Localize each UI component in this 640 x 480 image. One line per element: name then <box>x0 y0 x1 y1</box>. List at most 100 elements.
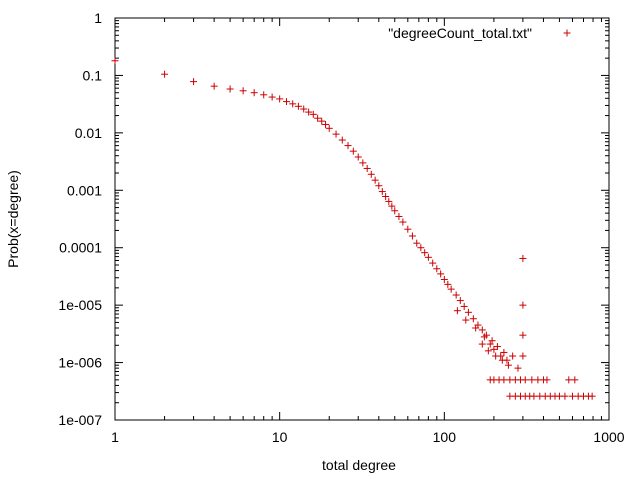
data-point <box>478 340 486 348</box>
data-point <box>404 225 412 233</box>
legend-plus-marker <box>563 29 571 37</box>
data-point <box>363 164 371 172</box>
data-point <box>391 207 399 215</box>
data-point <box>509 352 517 360</box>
y-tick-label: 0.001 <box>67 182 102 198</box>
data-point <box>413 239 421 247</box>
data-point <box>318 117 326 125</box>
data-point <box>382 192 390 200</box>
data-point <box>500 348 508 356</box>
x-tick-label: 1000 <box>593 429 624 445</box>
data-point <box>519 254 527 262</box>
x-tick-label: 100 <box>433 429 457 445</box>
data-point <box>314 114 322 122</box>
data-point <box>519 301 527 309</box>
data-point <box>424 253 432 261</box>
data-point <box>500 376 508 384</box>
data-point <box>478 326 486 334</box>
data-point <box>268 93 276 101</box>
data-point <box>250 89 258 97</box>
y-tick-label: 1 <box>94 10 102 26</box>
data-point <box>492 352 500 360</box>
data-point <box>260 91 268 99</box>
data-point <box>421 249 429 257</box>
data-point <box>338 136 346 144</box>
y-axis: 1 0.1 0.01 0.001 0.0001 1e-005 1e-006 1e-007 <box>58 10 609 428</box>
data-point <box>375 182 383 190</box>
data-point <box>530 392 538 400</box>
data-point <box>444 280 452 288</box>
data-point <box>332 130 340 138</box>
data-point <box>325 124 333 132</box>
data-point <box>294 102 302 110</box>
data-point <box>469 315 477 323</box>
data-point <box>462 316 470 324</box>
data-point <box>359 159 367 167</box>
data-point <box>480 333 488 341</box>
data-point <box>447 285 455 293</box>
data-point <box>300 105 308 113</box>
data-point <box>349 147 357 155</box>
data-point <box>399 218 407 226</box>
data-point <box>395 212 403 220</box>
data-point <box>417 244 425 252</box>
data-point <box>472 324 480 332</box>
data-point <box>464 308 472 316</box>
data-point <box>354 153 362 161</box>
data-point <box>322 120 330 128</box>
x-axis-label: total degree <box>322 457 396 473</box>
data-point <box>504 361 512 369</box>
data-point <box>378 188 386 196</box>
x-tick-label: 1 <box>111 429 119 445</box>
plot-frame <box>114 17 610 421</box>
data-point <box>388 202 396 210</box>
data-point <box>282 98 290 106</box>
data-point <box>371 176 379 184</box>
data-point <box>490 345 498 353</box>
data-point <box>561 392 569 400</box>
data-point <box>367 170 375 178</box>
data-point <box>161 70 169 78</box>
legend-label: "degreeCount_total.txt" <box>388 25 532 41</box>
data-point <box>514 364 522 372</box>
data-point <box>190 78 198 86</box>
data-point <box>437 270 445 278</box>
x-axis: 1 10 100 1000 <box>111 18 625 445</box>
data-point <box>309 110 317 118</box>
data-point <box>456 297 464 305</box>
data-point <box>571 376 579 384</box>
data-point <box>519 352 527 360</box>
y-tick-label: 1e-006 <box>58 355 102 371</box>
data-point <box>528 376 536 384</box>
data-point <box>226 85 234 93</box>
data-point <box>453 307 461 315</box>
data-point <box>408 232 416 240</box>
y-tick-label: 0.01 <box>75 125 102 141</box>
data-point <box>498 356 506 364</box>
data-point <box>588 392 596 400</box>
data-point <box>433 265 441 273</box>
legend-marker <box>563 29 571 37</box>
legend: "degreeCount_total.txt" <box>388 25 571 41</box>
y-tick-label: 0.1 <box>83 67 103 83</box>
y-tick-label: 0.0001 <box>59 240 102 256</box>
data-point <box>565 376 573 384</box>
data-point <box>519 331 527 339</box>
data-point <box>210 82 218 90</box>
data-point <box>429 259 437 267</box>
data-point <box>276 95 284 103</box>
data-point <box>543 376 551 384</box>
data-point <box>440 275 448 283</box>
data-point <box>344 142 352 150</box>
data-points <box>111 57 596 400</box>
x-tick-label: 10 <box>272 429 288 445</box>
data-point <box>289 100 297 108</box>
data-point <box>488 337 496 345</box>
data-point <box>239 87 247 95</box>
data-point <box>385 197 393 205</box>
y-tick-label: 1e-007 <box>58 412 102 428</box>
data-point <box>305 108 313 116</box>
data-point <box>111 57 119 65</box>
data-point <box>484 347 492 355</box>
